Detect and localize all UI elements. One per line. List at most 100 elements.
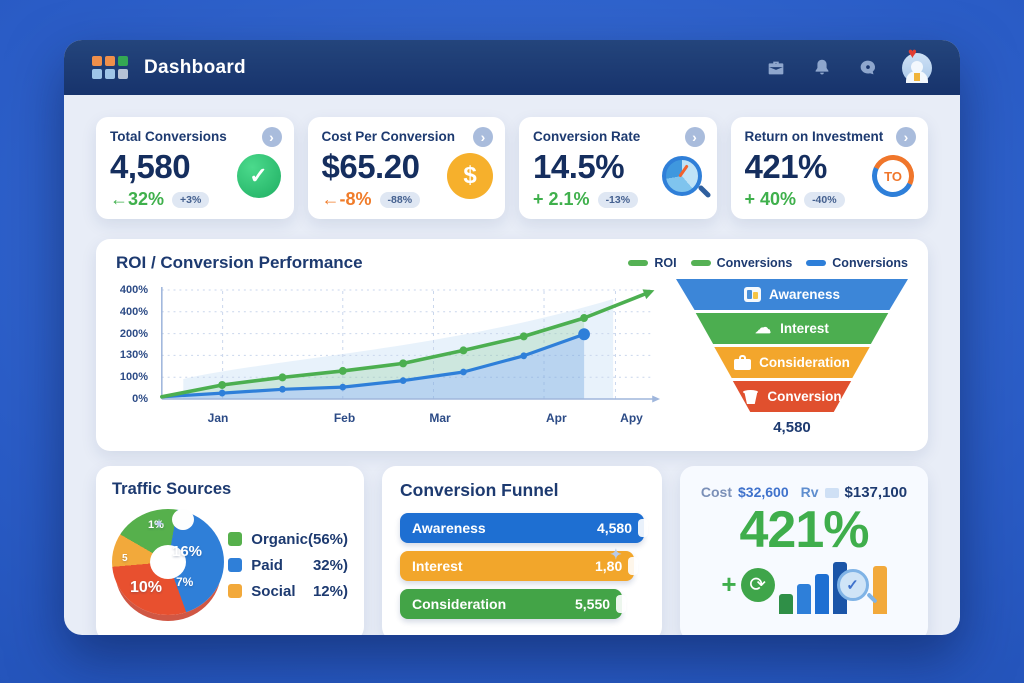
bar-consideration[interactable]: Consideration 5,550 (400, 589, 627, 619)
kpi-row: Total Conversions › 4,580 ←32% +3% ✓ Cos… (96, 117, 928, 219)
chat-icon[interactable] (856, 56, 880, 80)
legend-swatch (228, 558, 243, 572)
roi-summary-card: Cost $32,600 Rv $137,100 421% + ⟳ (680, 466, 928, 635)
heart-icon: ♥ (908, 44, 917, 62)
kpi-value: 421% (744, 148, 828, 185)
kpi-value: $65.20 (321, 148, 420, 185)
funnel-graphic: Awareness ☁ Interest Consideration C (676, 279, 908, 436)
legend-item-conversions-blue[interactable]: Conversions (806, 256, 908, 270)
bar-green (778, 593, 793, 614)
kpi-card-cost-per-conversion[interactable]: Cost Per Conversion › $65.20 ←-8% -88% $ (307, 117, 505, 219)
chevron-right-icon[interactable]: › (684, 127, 705, 147)
legend-item-roi[interactable]: ROI (628, 256, 677, 270)
kpi-delta: + 2.1% (533, 189, 590, 209)
briefcase-icon[interactable] (764, 56, 788, 80)
funnel-stage-conversion[interactable]: Conversion (732, 381, 852, 412)
topbar-actions: ♥ (764, 45, 932, 83)
cost-label: Cost (700, 484, 733, 500)
legend-swatch (628, 260, 649, 266)
refresh-icon: ⟳ (740, 567, 775, 602)
kpi-title: Total Conversions (110, 129, 227, 144)
legend-row-social[interactable]: Social 12%) (228, 583, 348, 600)
page-title: Dashboard (144, 56, 246, 78)
revenue-chip (824, 487, 839, 498)
dashboard-window: Dashboard ♥ (64, 40, 960, 635)
kpi-delta: ←32% (110, 189, 165, 209)
sparkle-icon: ✦ (154, 517, 165, 531)
revenue-value: $137,100 (844, 484, 908, 501)
kpi-secondary-badge: -13% (597, 191, 639, 208)
plus-icon: + (744, 189, 756, 209)
cloud-icon: ☁ (755, 320, 772, 337)
plus-icon: + (533, 189, 544, 209)
bar-blue-2 (814, 573, 829, 614)
funnel-stage-awareness[interactable]: Awareness (676, 279, 908, 310)
kpi-secondary-badge: -88% (379, 191, 421, 208)
traffic-sources-card: Traffic Sources 16% 7% 10% 1% 5 (96, 466, 364, 635)
traffic-title: Traffic Sources (112, 480, 232, 498)
chart-title: ROI / Conversion Performance (116, 253, 363, 272)
sparkle-icon: ✦ (610, 546, 622, 562)
check-badge-icon: ✓ (236, 153, 282, 199)
slice-label-yellow: 5 (122, 553, 128, 564)
kpi-value: 4,580 (110, 148, 191, 185)
kpi-title: Return on Investment (744, 129, 884, 144)
x-axis-labels: Jan Feb Mar Apr Apy (207, 411, 643, 425)
kpi-delta: ←-8% (321, 189, 372, 209)
legend-swatch (228, 584, 243, 598)
funnel-stage-interest[interactable]: ☁ Interest (695, 313, 889, 344)
bar-awareness[interactable]: Awareness 4,580 (400, 513, 648, 543)
briefcase-icon (734, 355, 752, 370)
kpi-title: Conversion Rate (533, 129, 641, 144)
legend-item-conversions-green[interactable]: Conversions (690, 256, 792, 270)
slice-label-paid: 16% (172, 543, 203, 560)
conversion-funnel-title: Conversion Funnel (400, 480, 559, 500)
dollar-icon: $ (447, 153, 493, 199)
chevron-right-icon[interactable]: › (261, 127, 282, 147)
legend-swatch (690, 260, 711, 266)
legend-swatch (228, 532, 243, 546)
donut-chart[interactable]: 16% 7% 10% 1% 5 (112, 509, 224, 621)
revenue-label: Rv (800, 484, 819, 500)
chevron-right-icon[interactable]: › (896, 127, 916, 147)
legend-swatch (806, 260, 827, 266)
bell-icon[interactable] (810, 56, 834, 80)
bottom-row: Traffic Sources 16% 7% 10% 1% 5 (96, 466, 928, 635)
avatar[interactable]: ♥ (902, 45, 932, 83)
funnel-stage-consideration[interactable]: Consideration (714, 347, 870, 378)
slice-label-social: 10% (130, 579, 163, 596)
arrow-left-icon: ← (110, 189, 128, 209)
performance-chart-card: ROI / Conversion Performance ROI Convers… (96, 239, 928, 451)
slice-label-paid-low: 7% (176, 575, 194, 589)
magnifier-check-icon: ✓ (836, 568, 869, 601)
main-content: Total Conversions › 4,580 ←32% +3% ✓ Cos… (64, 117, 960, 635)
slice-label-organic: 1% (148, 519, 164, 531)
legend-row-organic[interactable]: Organic (56%) (228, 531, 348, 548)
kpi-card-roi[interactable]: Return on Investment › 421% + 40% -40% T… (730, 117, 928, 219)
kpi-value: 14.5% (533, 148, 625, 185)
bar-blue-1 (796, 583, 811, 614)
chevron-right-icon[interactable]: › (473, 127, 493, 147)
funnel-total-value: 4,580 (773, 419, 811, 436)
plus-icon: + (721, 569, 737, 600)
kpi-card-total-conversions[interactable]: Total Conversions › 4,580 ←32% +3% ✓ (96, 117, 294, 219)
kpi-title: Cost Per Conversion (321, 129, 456, 144)
arrow-left-icon: ← (321, 189, 340, 209)
cost-value: $32,600 (738, 484, 789, 500)
conversion-funnel-card: Conversion Funnel Awareness 4,580 Intere… (382, 466, 662, 635)
line-chart[interactable]: Jan Feb Mar Apr Apy (154, 279, 662, 429)
folder-icon (743, 287, 761, 302)
kpi-card-conversion-rate[interactable]: Conversion Rate › 14.5% + 2.1% -13% (519, 117, 717, 219)
traffic-legend: Organic (56%) Paid 32%) Social (228, 522, 348, 609)
app-logo-icon (92, 56, 128, 79)
kpi-secondary-badge: -40% (804, 191, 845, 208)
top-bar: Dashboard ♥ (64, 40, 960, 95)
bar-interest[interactable]: Interest 1,80 (400, 551, 639, 581)
legend-row-paid[interactable]: Paid 32%) (228, 557, 348, 574)
growth-illustration: + ⟳ ✓ (694, 556, 914, 614)
kpi-secondary-badge: +3% (172, 191, 210, 208)
bucket-icon (742, 389, 759, 404)
chart-legend: ROI Conversions Conversions (628, 256, 908, 270)
roi-cycle-icon: TO (866, 149, 920, 203)
